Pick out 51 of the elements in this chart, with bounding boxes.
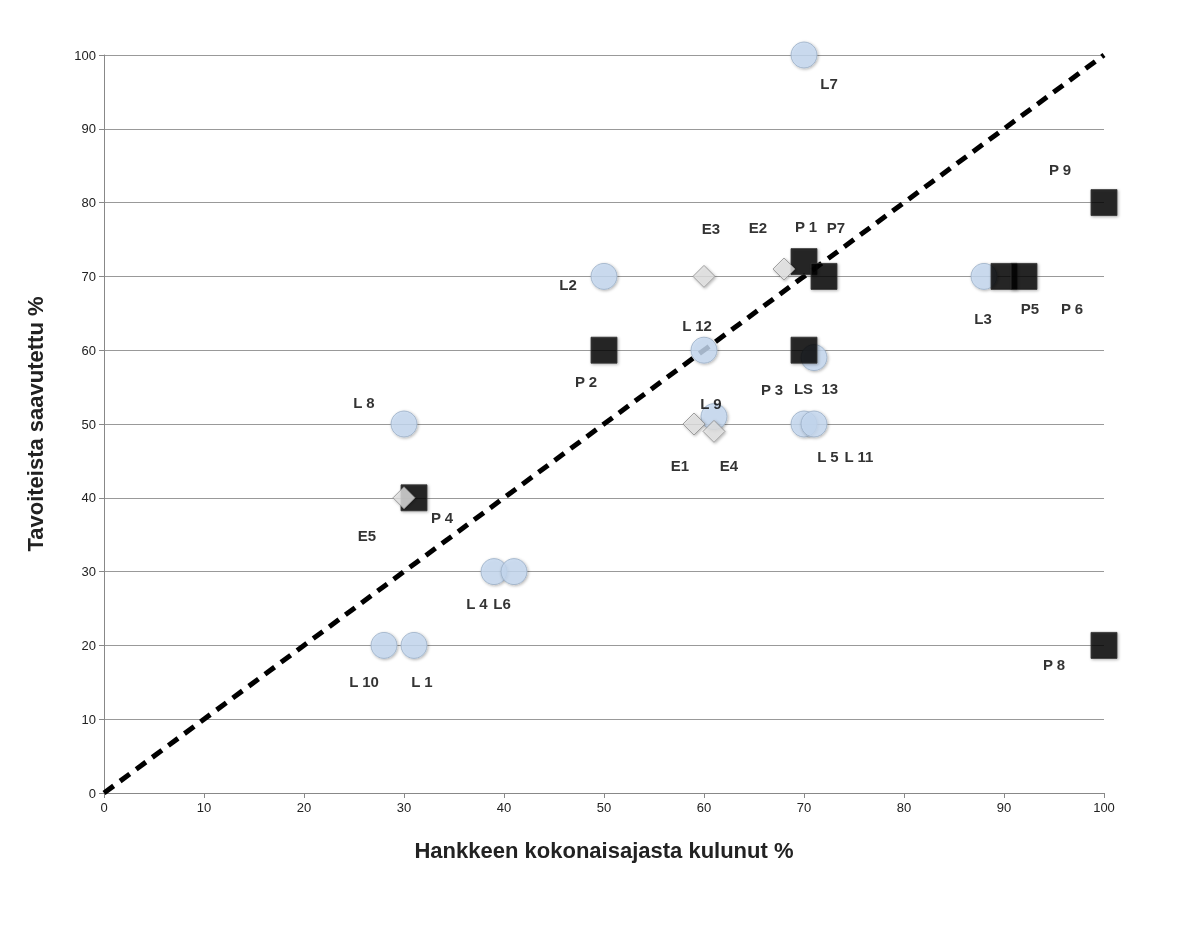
y-tick-label: 90 <box>81 121 96 137</box>
y-tick-label: 20 <box>81 637 96 653</box>
annotation: P 3 <box>760 380 784 398</box>
annotation: P 9 <box>1048 161 1072 179</box>
x-tick-label: 60 <box>696 800 712 815</box>
x-tick-label: 0 <box>100 800 108 815</box>
y-tick-label: 50 <box>81 416 96 432</box>
y-tick-label: 40 <box>81 490 96 506</box>
y-tick-label: 10 <box>81 711 96 727</box>
x-tick-label: 20 <box>296 800 312 815</box>
y-tick-label: 60 <box>81 342 96 358</box>
annotation: P 6 <box>1060 299 1084 317</box>
annotation: L 12 <box>682 316 712 334</box>
x-tick-label: 10 <box>196 800 212 815</box>
x-tick-label: 30 <box>396 800 412 815</box>
annotation: LS 13 <box>793 380 839 398</box>
y-tick-label: 30 <box>81 564 96 580</box>
x-axis-title: Hankkeen kokonaisajasta kulunut % <box>414 837 794 863</box>
annotation: L 8 <box>353 393 375 411</box>
x-tick-label: 50 <box>596 800 612 815</box>
annotation: P 2 <box>574 372 598 390</box>
y-tick-label: 0 <box>88 785 96 801</box>
annotation: L 1 <box>411 672 433 690</box>
x-tick-label: 90 <box>996 800 1012 815</box>
annotation: P 1 <box>794 218 818 236</box>
x-tick-label: 70 <box>796 800 812 815</box>
y-tick-label: 80 <box>81 195 96 211</box>
annotation: L2 <box>559 275 577 293</box>
x-tick-label: 80 <box>896 800 912 815</box>
x-tick-label: 40 <box>496 800 512 815</box>
annotation: P7 <box>826 218 846 236</box>
x-tick-label: 100 <box>1093 800 1115 815</box>
annotation: P 8 <box>1042 655 1066 673</box>
y-tick-label: 70 <box>81 268 96 284</box>
y-axis-title: Tavoiteista saavutettu % <box>22 296 48 552</box>
annotation: L 11 <box>844 447 874 465</box>
annotation: E3 <box>701 219 721 237</box>
y-tick-label: 100 <box>74 47 96 63</box>
annotation: E5 <box>357 527 377 545</box>
annotation: L 4 <box>466 595 489 613</box>
annotation: L 9 <box>700 395 722 413</box>
annotation: L3 <box>974 309 992 327</box>
annotation: E1 <box>670 456 690 474</box>
annotation: L 10 <box>349 672 379 690</box>
annotation: P5 <box>1020 299 1040 317</box>
annotation: E4 <box>719 456 739 474</box>
annotation: E2 <box>748 218 768 236</box>
annotation: L7 <box>820 74 838 92</box>
annotation: P 4 <box>430 509 454 527</box>
annotation: L6 <box>493 595 511 613</box>
annotation: L 5 <box>817 447 839 465</box>
